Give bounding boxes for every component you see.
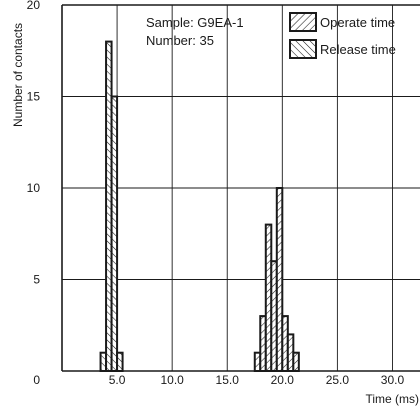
y-axis-title: Number of contacts [11, 23, 25, 127]
bar-operate-7 [292, 351, 300, 373]
legend-item-operate: Operate time [289, 12, 395, 32]
y-tick-label-4: 20 [27, 0, 41, 12]
x-tick-label-0: 5.0 [109, 373, 126, 387]
tick-labels: 5.0 10.0 15.0 20.0 25.0 30.0 0 5 10 15 20 [27, 0, 405, 387]
y-tick-label-0: 0 [33, 373, 40, 387]
x-tick-label-1: 10.0 [160, 373, 184, 387]
x-tick-label-4: 25.0 [326, 373, 350, 387]
legend-item-release: Release time [289, 39, 396, 59]
x-tick-label-3: 20.0 [271, 373, 295, 387]
x-tick-label-5: 30.0 [381, 373, 405, 387]
y-tick-label-2: 10 [27, 181, 41, 195]
legend-label-operate: Operate time [320, 15, 395, 30]
y-tick-label-1: 5 [33, 273, 40, 287]
sample-note: Sample: G9EA-1 [146, 15, 244, 30]
x-tick-label-2: 15.0 [216, 373, 240, 387]
y-tick-label-3: 15 [27, 90, 41, 104]
bar-release-3 [116, 351, 124, 373]
legend-label-release: Release time [320, 42, 396, 57]
count-note: Number: 35 [146, 33, 214, 48]
legend: Operate time Release time [289, 12, 396, 59]
plot-frame [61, 4, 420, 372]
legend-swatch-release [289, 39, 317, 59]
grid-lines [62, 5, 420, 371]
legend-swatch-operate [289, 12, 317, 32]
bar-release-2 [110, 95, 119, 372]
x-axis-title: Time (ms) [365, 392, 419, 406]
histogram-bars [99, 40, 300, 373]
